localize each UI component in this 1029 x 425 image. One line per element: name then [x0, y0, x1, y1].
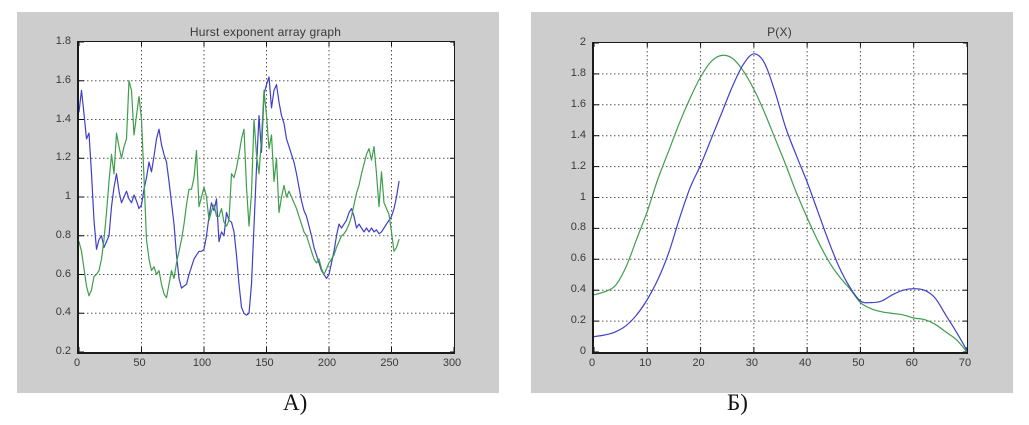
- y-tick-label: 0.8: [55, 228, 71, 241]
- x-tick-label: 0: [588, 357, 596, 369]
- figure-panel-b: P(X) 0 0.2 0.4 0.6 0.8 1 1.2 1.4 1.6 1.8 2 0 10 20 30…: [531, 12, 1013, 393]
- chart-a-x-axis-labels: 0 50 100 150 200 250 300: [73, 353, 461, 373]
- x-tick-label: 250: [380, 357, 399, 369]
- x-tick-label: 20: [692, 357, 705, 369]
- y-tick-label: 2: [579, 36, 586, 48]
- y-tick-label: 0.4: [55, 306, 71, 319]
- chart-b-axes: [592, 42, 968, 354]
- x-tick-label: 300: [442, 357, 462, 369]
- y-tick-label: 0.6: [55, 267, 71, 280]
- y-tick-label: 0: [579, 345, 586, 357]
- chart-a-axes: [77, 41, 455, 354]
- y-tick-label: 0.8: [570, 221, 586, 234]
- chart-b-y-axis-labels: 0 0.2 0.4 0.6 0.8 1 1.2 1.4 1.6 1.8 2: [531, 36, 592, 357]
- y-tick-label: 1.2: [570, 159, 586, 172]
- x-tick-label: 70: [958, 357, 972, 369]
- x-tick-label: 150: [255, 357, 274, 369]
- y-tick-label: 1.6: [570, 97, 586, 110]
- y-tick-label: 1.2: [55, 151, 71, 164]
- x-tick-label: 100: [192, 357, 212, 369]
- hurst-series-green: [79, 80, 400, 299]
- y-tick-label: 0.6: [570, 252, 586, 265]
- caption-b: Б): [727, 390, 748, 415]
- chart-b-plot: [594, 43, 967, 352]
- x-tick-label: 50: [852, 357, 865, 369]
- x-tick-label: 50: [133, 357, 146, 369]
- chart-a-y-axis-labels: 0.2 0.4 0.6 0.8 1 1.2 1.4 1.6 1.8: [17, 35, 77, 357]
- y-tick-label: 1: [64, 190, 71, 202]
- chart-b-title: P(X): [767, 25, 792, 39]
- y-tick-label: 1.8: [570, 66, 586, 79]
- chart-b-x-axis-labels: 0 10 20 30 40 50 60 70: [588, 353, 971, 373]
- x-tick-label: 30: [745, 357, 758, 369]
- figure-panel-a: Hurst exponent array graph 0.2 0.4 0.6 0.8 1…: [17, 12, 499, 393]
- x-tick-label: 0: [73, 357, 81, 369]
- chart-a-title: Hurst exponent array graph: [189, 25, 342, 39]
- y-tick-label: 0.2: [55, 345, 71, 357]
- y-tick-label: 1.8: [55, 35, 71, 47]
- y-tick-label: 1.4: [570, 128, 586, 141]
- px-series-green: [594, 54, 967, 352]
- x-tick-label: 10: [639, 357, 652, 369]
- y-tick-label: 0.2: [570, 314, 586, 327]
- x-tick-label: 200: [317, 357, 337, 369]
- chart-a-plot: [79, 42, 454, 352]
- y-tick-label: 1.4: [55, 112, 71, 125]
- x-tick-label: 60: [905, 357, 918, 369]
- px-series-blue: [594, 53, 967, 352]
- x-tick-label: 40: [799, 357, 812, 369]
- y-tick-label: 0.4: [570, 283, 586, 296]
- y-tick-label: 1.6: [55, 73, 71, 86]
- y-tick-label: 1: [579, 190, 586, 203]
- caption-a: А): [283, 390, 308, 415]
- hurst-series-blue: [79, 76, 400, 316]
